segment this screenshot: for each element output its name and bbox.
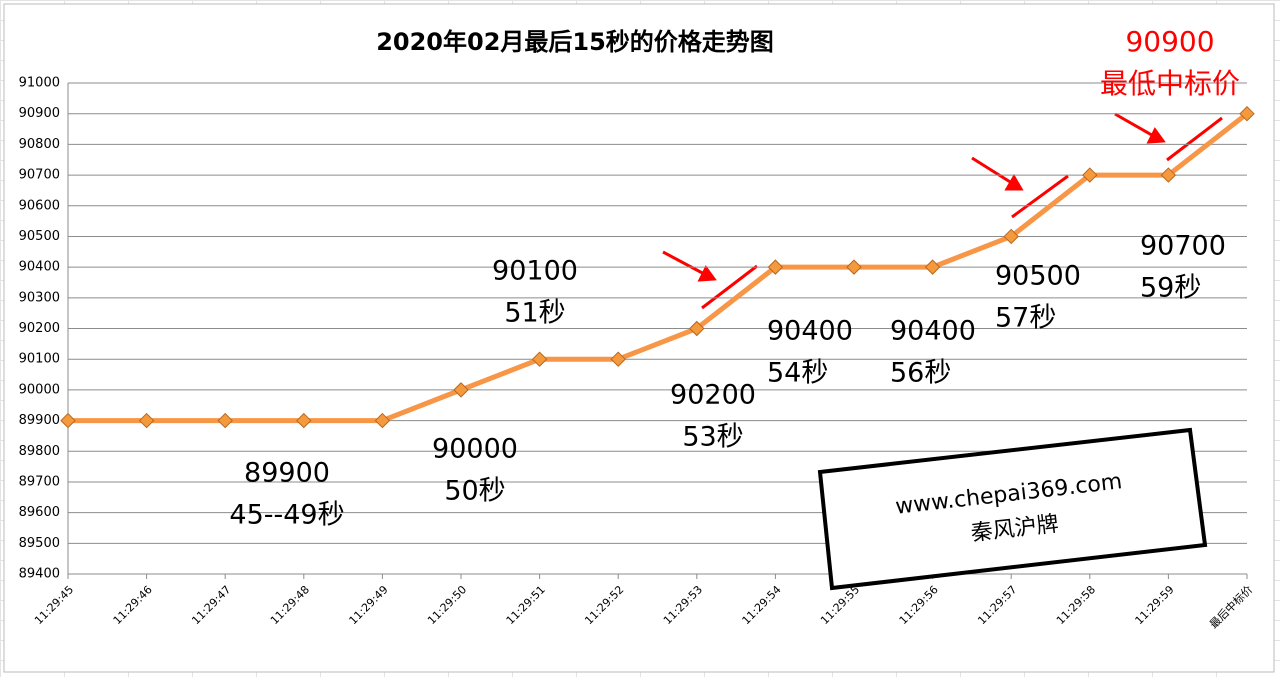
watermark-box	[817, 427, 1208, 591]
marker	[1082, 167, 1098, 183]
y-tick-label: 90600	[19, 198, 60, 213]
arrow	[662, 250, 709, 278]
y-tick-label: 90300	[19, 290, 60, 305]
marker	[767, 259, 784, 275]
y-tick-label: 89500	[19, 536, 60, 551]
annotation: 90500	[995, 261, 1081, 292]
y-tick-label: 89900	[19, 413, 60, 428]
red-mark	[701, 264, 758, 310]
marker	[1003, 228, 1019, 245]
arrow	[971, 156, 1016, 187]
y-tick-label: 91000	[19, 76, 60, 91]
chart-title: 2020年02月最后15秒的价格走势图	[376, 28, 774, 56]
red-arrows	[662, 112, 1223, 310]
annotation: 90700	[1140, 231, 1226, 262]
annotation: 89900	[244, 458, 330, 489]
annotation: 59秒	[1140, 273, 1201, 304]
annotation: 90000	[432, 434, 518, 465]
y-tick-label: 90100	[19, 352, 60, 367]
highlight-label: 最低中标价	[1100, 67, 1240, 100]
arrow-head	[1004, 174, 1024, 191]
y-tick-label: 90400	[19, 260, 60, 275]
red-mark	[1011, 174, 1069, 219]
y-tick-label: 90500	[19, 229, 60, 244]
annotation: 50秒	[444, 476, 505, 507]
annotation: 90100	[492, 256, 578, 287]
arrow	[1114, 112, 1158, 140]
y-tick-label: 90000	[19, 382, 60, 397]
red-mark	[1166, 116, 1223, 162]
y-tick-label: 90700	[19, 168, 60, 183]
marker	[296, 412, 312, 429]
annotation: 53秒	[682, 422, 743, 453]
highlight-label: 90900	[1125, 25, 1214, 58]
marker	[453, 382, 469, 398]
annotation: 45--49秒	[229, 500, 344, 531]
annotation: 90400	[767, 316, 853, 347]
y-tick-label: 90200	[19, 321, 60, 336]
marker	[374, 412, 391, 429]
marker	[138, 412, 155, 429]
marker	[60, 412, 76, 429]
y-tick-label: 89700	[19, 474, 60, 489]
y-tick-label: 90900	[19, 106, 60, 121]
line	[68, 111, 1249, 424]
annotation: 90400	[890, 316, 976, 347]
marker	[531, 351, 548, 367]
marker	[610, 351, 626, 367]
marker	[1160, 167, 1177, 183]
marker	[689, 320, 705, 337]
marker	[217, 412, 233, 429]
arrow-head	[697, 265, 717, 282]
marker	[846, 259, 862, 275]
y-tick-label: 89800	[19, 444, 60, 459]
y-tick-label: 90800	[19, 137, 60, 152]
arrow-head	[1146, 127, 1166, 144]
annotation: 90200	[670, 380, 756, 411]
annotation: 56秒	[890, 358, 951, 389]
y-tick-label: 89600	[19, 505, 60, 520]
annotation: 51秒	[504, 298, 565, 329]
chart-area	[3, 3, 1275, 673]
marker	[1239, 105, 1255, 122]
annotation: 57秒	[995, 303, 1056, 334]
annotation: 54秒	[767, 358, 828, 389]
y-tick-label: 89400	[19, 567, 60, 582]
marker	[924, 259, 941, 275]
